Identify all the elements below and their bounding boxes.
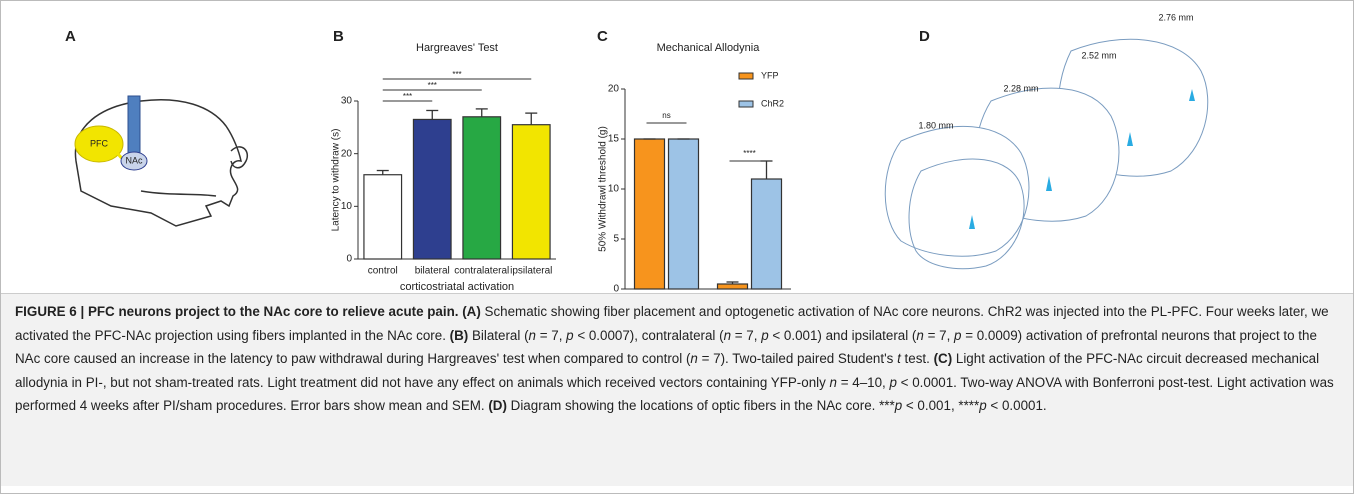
caption-text: Bilateral (: [468, 328, 528, 343]
significance-label: ns: [662, 111, 670, 120]
caption-text: n: [724, 328, 731, 343]
chart-title: Mechanical Allodynia: [657, 42, 761, 54]
y-tick-label: 20: [608, 84, 620, 95]
panel-letter: A: [65, 28, 76, 45]
slice-label: 2.28 mm: [1003, 83, 1038, 93]
significance-label: ****: [743, 149, 755, 158]
bar: [463, 117, 501, 259]
y-tick-label: 15: [608, 134, 620, 145]
region-label: NAc: [125, 155, 143, 165]
bar: [635, 139, 665, 289]
y-tick-label: 30: [341, 96, 353, 107]
brain-slices: [885, 39, 1208, 268]
panel-letter: B: [333, 28, 344, 45]
caption-text: p: [979, 398, 986, 413]
panel-letter: C: [597, 28, 608, 45]
legend-swatch: [739, 73, 753, 79]
slice-label: 2.76 mm: [1158, 12, 1193, 22]
caption-text: = 4–10,: [837, 375, 890, 390]
figure-panels: A B C D PFC NAc 1.80 mm 2.28 mm 2.52 mm …: [1, 1, 1353, 293]
caption-text: p: [890, 375, 897, 390]
slice-label: 2.52 mm: [1081, 50, 1116, 60]
caption-text: n: [690, 351, 697, 366]
y-axis-label: 50% Withdrawl threshold (g): [598, 126, 609, 252]
caption-text: = 7,: [731, 328, 761, 343]
x-tick-label: bilateral: [415, 266, 450, 277]
y-tick-label: 0: [346, 254, 352, 265]
panel-letter: D: [919, 28, 930, 45]
optic-fiber: [128, 96, 140, 158]
caption-text: = 7,: [536, 328, 566, 343]
significance-label: ***: [403, 92, 412, 101]
caption-text: Diagram showing the locations of optic f…: [507, 398, 895, 413]
x-tick-label: control: [368, 266, 398, 277]
figure-caption: FIGURE 6 | PFC neurons project to the NA…: [1, 293, 1353, 486]
legend-label: YFP: [761, 70, 779, 80]
caption-text: (D): [488, 398, 507, 413]
bar: [718, 284, 748, 289]
caption-text: < 0.0001.: [987, 398, 1047, 413]
caption-text: < 0.0007), contralateral (: [574, 328, 724, 343]
caption-text: (B): [450, 328, 469, 343]
region-label: PFC: [90, 138, 109, 148]
caption-text: FIGURE 6 | PFC neurons project to the NA…: [15, 304, 481, 319]
y-axis-label: Latency to withdraw (s): [331, 129, 342, 232]
y-tick-label: 10: [608, 184, 620, 195]
chart-title: Hargreaves' Test: [416, 42, 498, 54]
caption-text: < 0.001, ****: [902, 398, 979, 413]
y-tick-label: 0: [613, 284, 619, 293]
significance-label: ***: [428, 81, 437, 90]
x-axis-label: corticostriatal activation: [400, 281, 514, 293]
figure: A B C D PFC NAc 1.80 mm 2.28 mm 2.52 mm …: [0, 0, 1354, 494]
caption-text: n: [830, 375, 837, 390]
caption-text: = 7). Two-tailed paired Student's: [698, 351, 897, 366]
caption-text: = 7,: [924, 328, 954, 343]
legend-swatch: [739, 101, 753, 107]
caption-text: p: [761, 328, 768, 343]
y-tick-label: 5: [613, 234, 619, 245]
bar: [413, 119, 451, 259]
bar: [669, 139, 699, 289]
legend-label: ChR2: [761, 98, 784, 108]
caption-text: n: [529, 328, 536, 343]
caption-text: < 0.001) and ipsilateral (: [769, 328, 917, 343]
y-tick-label: 10: [341, 201, 353, 212]
caption-text: n: [916, 328, 923, 343]
caption-text: (C): [934, 351, 953, 366]
caption-text: p: [566, 328, 573, 343]
caption-text: test.: [901, 351, 934, 366]
brain-schematic: [75, 100, 247, 226]
x-tick-label: ipsilateral: [510, 266, 552, 277]
y-tick-label: 20: [341, 148, 353, 159]
slice-label: 1.80 mm: [918, 120, 953, 130]
bar: [752, 179, 782, 289]
significance-label: ***: [452, 70, 461, 79]
bar: [364, 175, 402, 259]
x-tick-label: contralateral: [454, 266, 509, 277]
bar: [512, 125, 550, 259]
